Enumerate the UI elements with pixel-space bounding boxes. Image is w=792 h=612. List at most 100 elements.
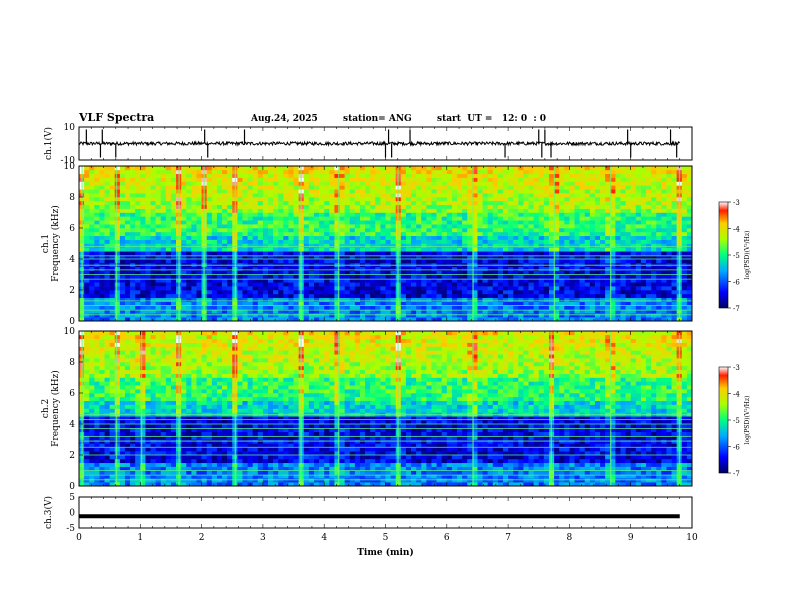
ch1-spectrogram-cell (411, 185, 417, 190)
ch1-spectrogram-cell (130, 286, 136, 291)
ch1-spectrogram-cell (431, 297, 437, 302)
ch1-spectrogram-cell (268, 301, 274, 306)
ch1-spectrogram-cell (216, 313, 223, 318)
ch1-spectrogram-cell (472, 224, 478, 229)
ch1-spectrogram-cell (610, 293, 616, 299)
ch1-spectrogram-cell (451, 166, 458, 171)
ch1-spectrogram-cell (528, 286, 534, 291)
ch1-spectrogram-cell (124, 317, 131, 322)
ch1-spectrogram-cell (472, 239, 478, 244)
ch1-spectrogram-cell (257, 313, 264, 318)
ch1-spectrogram-cell (538, 228, 545, 233)
ch1-spectrogram-cell (416, 181, 422, 186)
ch1-spectrogram-cell (681, 270, 688, 275)
ch1-spectrogram-cell (222, 228, 228, 233)
ch1-spectrogram-cell (252, 204, 259, 209)
ch1-spectrogram-cell (600, 220, 606, 225)
ch1-spectrogram-cell (492, 247, 499, 252)
ch1-spectrogram-cell (288, 293, 294, 299)
ch1-spectrogram-cell (303, 259, 310, 264)
ch1-spectrogram-cell (216, 212, 223, 217)
ch1-spectrogram-cell (247, 251, 253, 256)
ch1-spectrogram-cell (104, 305, 110, 310)
ch1-spectrogram-cell (130, 305, 136, 310)
ch1-spectrogram-cell (411, 286, 417, 291)
ch1-spectrogram-cell (646, 200, 652, 206)
ch1-spectrogram-cell (492, 193, 499, 198)
ch1-spectrogram-cell (487, 224, 494, 229)
ch1-spectrogram-cell (124, 286, 131, 291)
ch1-spectrogram-cell (610, 239, 616, 244)
ch1-spectrogram-cell (477, 282, 483, 287)
ch1-spectrogram-cell (242, 251, 248, 256)
ch1-spectrogram-cell (446, 290, 453, 295)
ch1-spectrogram-cell (605, 224, 611, 229)
ch1-spectrogram-cell (196, 216, 202, 221)
ch1-spectrogram-cell (497, 251, 504, 256)
ch1-spectrogram-cell (135, 290, 141, 295)
ch1-spectrogram-cell (533, 177, 540, 182)
ch1-spectrogram-cell (385, 185, 391, 190)
ch1-spectrogram-cell (441, 309, 448, 314)
ch1-spectrogram-cell (477, 220, 483, 225)
ch1-spectrogram-cell (640, 278, 647, 283)
ch1-spectrogram-cell (216, 247, 223, 252)
ch1-spectrogram-cell (564, 305, 570, 310)
ch1-spectrogram-cell (646, 293, 652, 299)
ch1-spectrogram-cell (635, 185, 642, 190)
ch1-spectrogram-cell (579, 231, 586, 237)
ch1-spectrogram-cell (513, 185, 519, 190)
ch1-spectrogram-cell (247, 200, 253, 206)
ch1-spectrogram-cell (252, 208, 259, 213)
ch1-spectrogram-cell (564, 313, 570, 318)
ch1-spectrogram-cell (160, 224, 167, 229)
ch1-spectrogram-cell (482, 185, 488, 190)
ch1-spectrogram-cell (477, 216, 483, 221)
ch1-spectrogram-cell (656, 224, 662, 229)
ch1-spectrogram-cell (681, 200, 688, 206)
ch1-spectrogram-cell (487, 216, 494, 221)
ch1-spectrogram-cell (206, 220, 213, 225)
ch1-spectrogram-cell (584, 243, 591, 248)
ch1-spectrogram-cell (196, 204, 202, 209)
ch1-spectrogram-cell (528, 266, 534, 271)
ch1-spectrogram-cell (416, 293, 422, 299)
ch1-spectrogram-cell (155, 282, 162, 287)
ch1-spectrogram-cell (426, 255, 432, 260)
ch1-spectrogram-cell (186, 189, 192, 194)
ch1-spectrogram-cell (651, 220, 657, 225)
ch1-spectrogram-cell (569, 247, 575, 252)
ch1-spectrogram-cell (313, 247, 320, 252)
ch1-spectrogram-cell (288, 305, 294, 310)
ch1-spectrogram-cell (124, 278, 131, 283)
ch1-spectrogram-cell (150, 220, 156, 225)
ch1-spectrogram-cell (349, 216, 356, 221)
ch1-spectrogram-cell (615, 270, 621, 275)
ch1-spectrogram-cell (160, 247, 167, 252)
ch1-spectrogram-cell (548, 216, 555, 221)
ch1-spectrogram-cell (482, 309, 488, 314)
ch1-spectrogram-cell (615, 290, 621, 295)
ch1-spectrogram-cell (513, 293, 519, 299)
ch1-spectrogram-cell (293, 204, 299, 209)
ch1-spectrogram-cell (283, 208, 289, 213)
ch1-spectrogram-cell (656, 181, 662, 186)
ch1-spectrogram-cell (635, 247, 642, 252)
ch1-spectrogram-cell (109, 259, 116, 264)
ch1-spectrogram-cell (349, 189, 356, 194)
ch1-spectrogram-cell (513, 208, 519, 213)
ch1-spectrogram-cell (625, 204, 631, 209)
ch1-spectrogram-cell (518, 297, 524, 302)
ch1-spectrogram-cell (538, 266, 545, 271)
ch1-spectrogram-cell (610, 216, 616, 221)
ch1-spectrogram-cell (594, 317, 601, 322)
ch1-spectrogram-cell (431, 208, 437, 213)
ch1-spectrogram-cell (170, 286, 177, 291)
ch1-spectrogram-cell (344, 297, 351, 302)
ch1-spectrogram-cell (385, 239, 391, 244)
ch1-spectrogram-cell (150, 317, 156, 322)
ch1-spectrogram-cell (313, 200, 320, 206)
ch1-spectrogram-cell (339, 193, 345, 198)
ch1-spectrogram-cell (339, 278, 345, 283)
ch1-spectrogram-cell (600, 274, 606, 279)
